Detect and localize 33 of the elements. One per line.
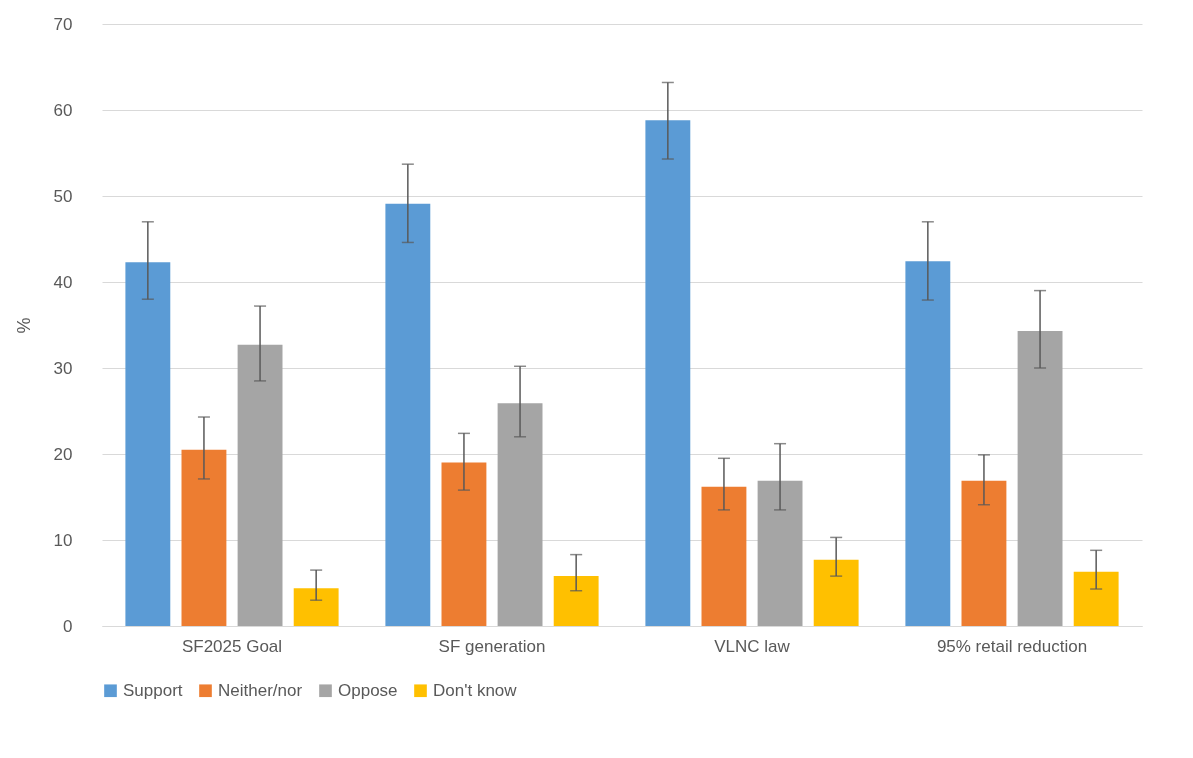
bar [497, 403, 543, 626]
y-tick-label: 0 [63, 616, 73, 636]
bar [701, 486, 747, 626]
y-tick-label: 50 [53, 186, 73, 206]
y-tick-label: 30 [53, 358, 73, 378]
legend-label: Neither/nor [218, 680, 303, 700]
x-tick-label: SF generation [438, 636, 546, 656]
bar [441, 462, 487, 626]
y-axis-title: % [13, 317, 34, 334]
legend-label: Don't know [433, 680, 518, 700]
y-tick-label: 40 [53, 272, 73, 292]
bar [553, 576, 599, 626]
bar [125, 262, 171, 626]
y-tick-label: 20 [53, 444, 73, 464]
bar [1073, 571, 1119, 626]
bar [813, 559, 859, 626]
x-tick-label: SF2025 Goal [181, 636, 283, 656]
x-tick-label: 95% retail reduction [936, 636, 1088, 656]
bar [905, 261, 951, 626]
bar [385, 203, 431, 626]
legend-label: Support [123, 680, 183, 700]
bar [961, 480, 1007, 626]
y-tick-label: 60 [53, 100, 73, 120]
bar [293, 588, 339, 626]
y-tick-label: 70 [53, 14, 73, 34]
bar [1017, 331, 1063, 626]
bar [237, 344, 283, 626]
bar [757, 480, 803, 626]
x-tick-label: VLNC law [714, 636, 791, 656]
legend-label: Oppose [338, 680, 398, 700]
bar [645, 120, 691, 626]
bar [181, 449, 227, 626]
y-tick-label: 10 [53, 530, 73, 550]
